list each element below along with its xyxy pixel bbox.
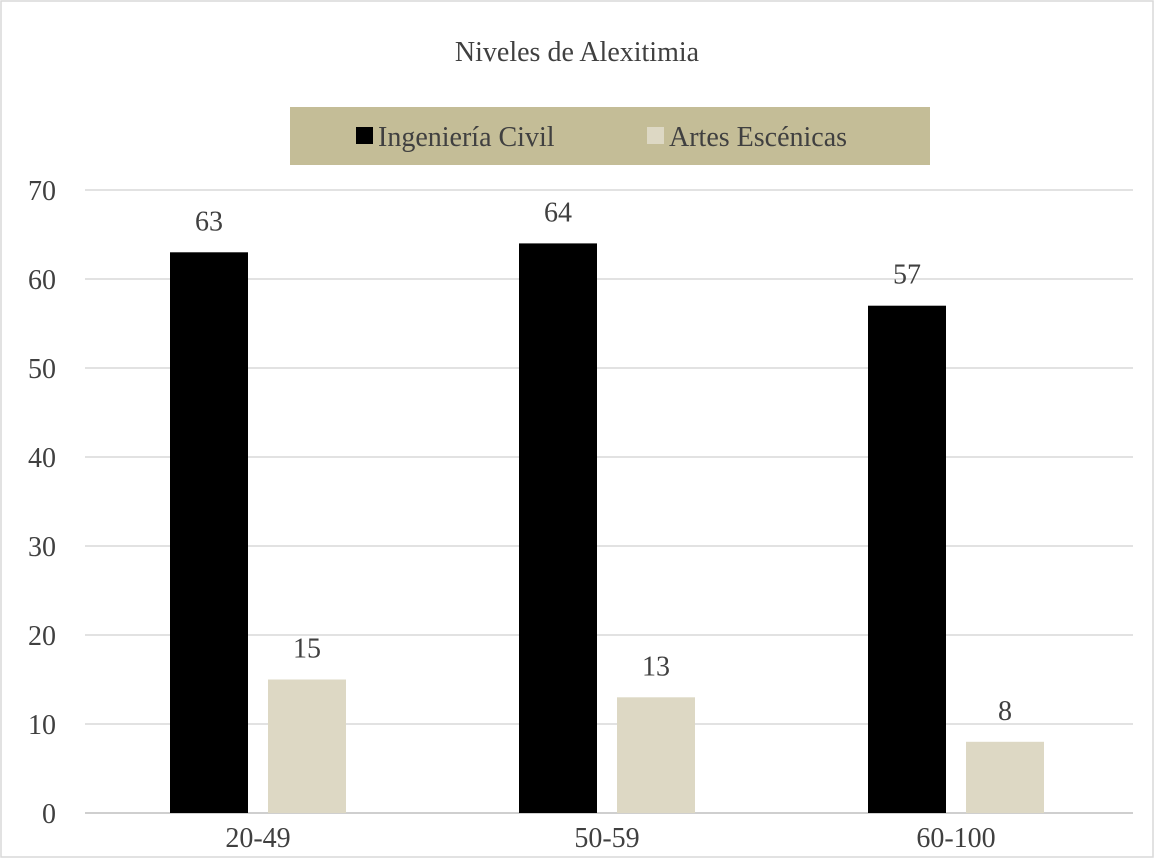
y-tick-70: 70: [28, 176, 56, 207]
x-tick-60-100: 60-100: [916, 823, 995, 854]
y-tick-0: 0: [42, 799, 56, 830]
data-label-series1-60-100: 8: [998, 696, 1012, 727]
bar-series0-20-49: [170, 252, 248, 814]
x-axis-tick-labels: 20-49 50-59 60-100: [225, 823, 995, 854]
y-tick-50: 50: [28, 354, 56, 385]
legend-swatch-ingenieria-civil: [356, 127, 373, 144]
legend-swatch-artes-escenicas: [647, 127, 664, 144]
legend-box: [290, 107, 930, 165]
bar-series0-50-59: [519, 243, 597, 813]
legend-label-artes-escenicas: Artes Escénicas: [669, 122, 847, 153]
data-labels: 63 64 57 15 13 8: [195, 197, 1012, 726]
y-tick-40: 40: [28, 443, 56, 474]
legend-label-ingenieria-civil: Ingeniería Civil: [378, 122, 555, 153]
y-tick-30: 30: [28, 532, 56, 563]
x-tick-20-49: 20-49: [225, 823, 290, 854]
bar-series1-20-49: [268, 679, 346, 813]
bar-series1-60-100: [966, 741, 1044, 813]
data-label-series0-20-49: 63: [195, 206, 223, 237]
y-tick-60: 60: [28, 265, 56, 296]
bar-series0-60-100: [868, 305, 946, 813]
y-axis-tick-labels: 0 10 20 30 40 50 60 70: [28, 176, 56, 830]
data-label-series1-50-59: 13: [642, 651, 670, 682]
data-label-series1-20-49: 15: [293, 634, 321, 665]
data-label-series0-60-100: 57: [893, 260, 921, 291]
x-tick-50-59: 50-59: [574, 823, 639, 854]
bar-series1-50-59: [617, 697, 695, 813]
y-tick-20: 20: [28, 621, 56, 652]
bars: [170, 243, 1044, 814]
data-label-series0-50-59: 64: [544, 197, 572, 228]
y-tick-10: 10: [28, 710, 56, 741]
chart-title: Niveles de Alexitimia: [455, 37, 700, 68]
gridlines: [85, 189, 1133, 814]
